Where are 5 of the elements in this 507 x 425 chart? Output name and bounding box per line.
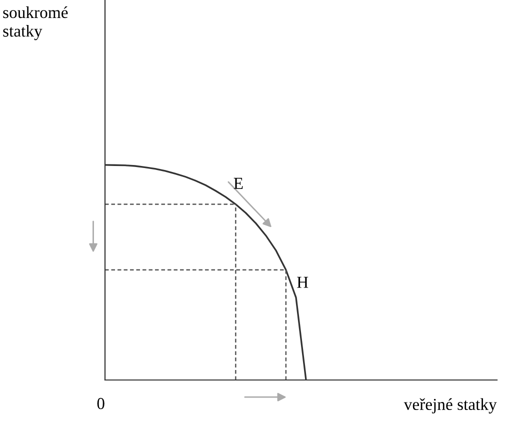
annotation: E <box>234 178 243 189</box>
text: soukromé statky <box>3 6 68 40</box>
annotation: H <box>297 276 308 288</box>
text: 0 <box>97 398 104 410</box>
x-axis-title: veřejné statky <box>404 398 497 414</box>
